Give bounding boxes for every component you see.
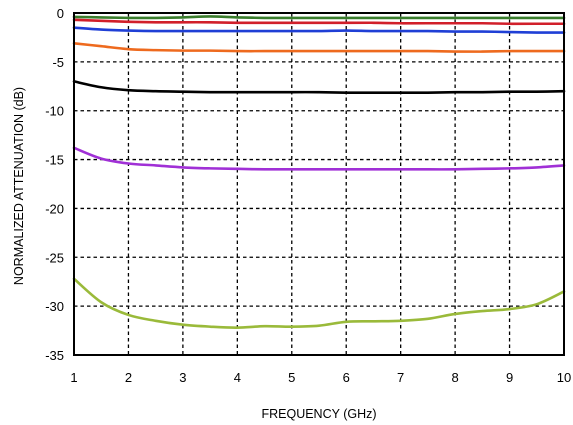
series-line-2 [72,18,566,26]
series-line-5 [72,80,566,94]
series-line-3 [72,26,566,34]
x-tick-label: 5 [288,370,295,385]
x-tick-label: 9 [506,370,513,385]
y-tick-label: -30 [45,299,64,314]
x-tick-labels: 1 2 3 4 5 6 7 8 9 10 [70,370,571,385]
y-tick-label: -20 [45,201,64,216]
x-tick-label: 3 [179,370,186,385]
y-tick-label: -15 [45,153,64,168]
series-lines [72,15,566,329]
series-line-4 [72,41,566,53]
plot-frame [73,12,565,356]
x-tick-label: 2 [125,370,132,385]
x-axis-title: FREQUENCY (GHz) [261,407,376,421]
x-tick-label: 10 [557,370,571,385]
series-line-1 [72,15,566,20]
series-line-7 [72,277,566,329]
y-tick-labels: 0 -5 -10 -15 -20 -25 -30 -35 [45,6,64,363]
grid-lines [74,13,564,355]
y-axis-title: NORMALIZED ATTENUATION (dB) [12,87,26,285]
y-tick-label: -35 [45,348,64,363]
x-tick-label: 6 [343,370,350,385]
x-tick-label: 4 [234,370,241,385]
y-tick-label: -10 [45,104,64,119]
y-tick-label: -25 [45,250,64,265]
y-tick-label: -5 [52,55,64,70]
x-tick-label: 7 [397,370,404,385]
x-tick-label: 1 [70,370,77,385]
x-tick-label: 8 [451,370,458,385]
y-tick-label: 0 [57,6,64,21]
series-line-6 [72,146,566,171]
